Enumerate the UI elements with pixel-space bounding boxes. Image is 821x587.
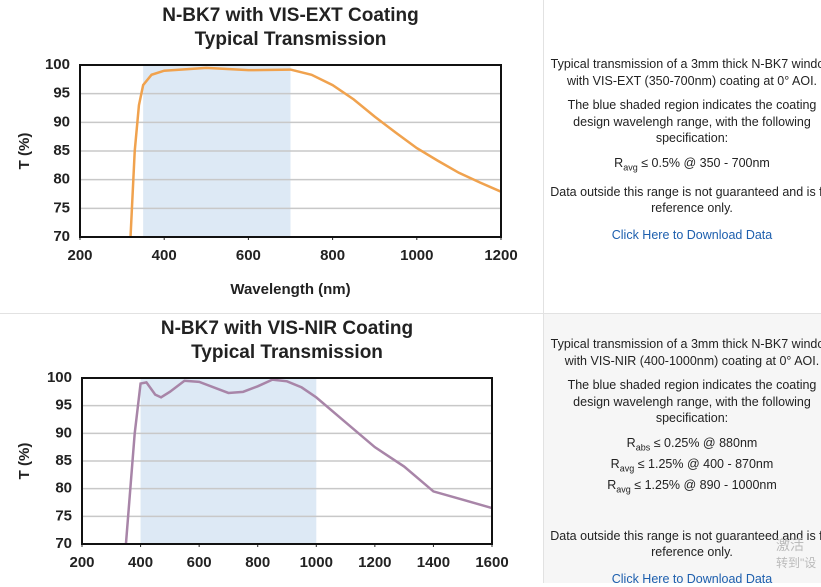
y-tick-label: 85	[55, 452, 72, 469]
y-tick-label: 70	[53, 228, 70, 245]
x-tick-label: 600	[187, 554, 212, 571]
x-tick-label: 200	[67, 247, 92, 264]
paragraph: Typical transmission of a 3mm thick N-BK…	[549, 56, 821, 89]
paragraph: Typical transmission of a 3mm thick N-BK…	[549, 336, 821, 369]
chart-title: N-BK7 with VIS-EXT Coating	[162, 5, 419, 26]
x-tick-label: 200	[69, 554, 94, 571]
spec-line: Ravg ≤ 1.25% @ 890 - 1000nm	[549, 477, 821, 498]
x-axis-label: Wavelength (nm)	[230, 281, 350, 298]
spec-symbol: R	[614, 156, 623, 170]
paragraph: The blue shaded region indicates the coa…	[549, 97, 821, 147]
spec-symbol: R	[611, 457, 620, 471]
spec-text: ≤ 1.25% @ 890 - 1000nm	[634, 478, 777, 492]
chart-title: N-BK7 with VIS-NIR Coating	[161, 318, 413, 339]
watermark-line: 转到"设	[776, 554, 816, 572]
spec-line: Rabs ≤ 0.25% @ 880nm	[549, 435, 821, 456]
description-panel: Typical transmission of a 3mm thick N-BK…	[543, 0, 821, 313]
spec-text: ≤ 0.5% @ 350 - 700nm	[641, 156, 770, 170]
download-link[interactable]: Click Here to Download Data	[549, 571, 821, 587]
note: Data outside this range is not guarantee…	[549, 184, 821, 217]
x-tick-label: 800	[245, 554, 270, 571]
spec-symbol: R	[627, 436, 636, 450]
x-tick-label: 400	[152, 247, 177, 264]
paragraph: The blue shaded region indicates the coa…	[549, 377, 821, 427]
y-tick-label: 100	[45, 56, 70, 73]
spec-line: Ravg ≤ 0.5% @ 350 - 700nm	[549, 155, 821, 176]
x-tick-label: 1000	[400, 247, 433, 264]
y-tick-label: 70	[55, 535, 72, 552]
x-tick-label: 1200	[484, 247, 517, 264]
y-tick-label: 80	[53, 171, 70, 188]
y-axis-label: T (%)	[16, 443, 33, 480]
specification: Ravg ≤ 0.5% @ 350 - 700nm	[549, 155, 821, 176]
x-tick-label: 1400	[417, 554, 450, 571]
spec-line: Ravg ≤ 1.25% @ 400 - 870nm	[549, 456, 821, 477]
y-tick-label: 95	[55, 397, 72, 414]
x-tick-label: 800	[320, 247, 345, 264]
x-tick-label: 1600	[475, 554, 508, 571]
x-tick-label: 600	[236, 247, 261, 264]
spec-subscript: avg	[620, 463, 635, 473]
x-tick-label: 400	[128, 554, 153, 571]
y-tick-label: 90	[55, 424, 72, 441]
spec-subscript: abs	[636, 442, 651, 452]
x-tick-label: 1000	[300, 554, 333, 571]
chart: N-BK7 with VIS-NIR Coating Typical Transm…	[0, 313, 543, 583]
y-tick-label: 75	[55, 507, 72, 524]
spec-text: ≤ 0.25% @ 880nm	[654, 436, 758, 450]
y-tick-label: 95	[53, 85, 70, 102]
watermark: 激活转到"设	[776, 536, 816, 572]
spec-text: ≤ 1.25% @ 400 - 870nm	[638, 457, 774, 471]
x-tick-label: 1200	[358, 554, 391, 571]
y-tick-label: 100	[47, 369, 72, 386]
spec-symbol: R	[607, 478, 616, 492]
y-tick-label: 85	[53, 142, 70, 159]
y-axis-label: T (%)	[16, 133, 33, 170]
spec-subscript: avg	[616, 484, 631, 494]
spec-subscript: avg	[623, 162, 638, 172]
download-link[interactable]: Click Here to Download Data	[549, 227, 821, 244]
chart-subtitle: Typical Transmission	[195, 29, 387, 50]
y-tick-label: 80	[55, 480, 72, 497]
y-tick-label: 90	[53, 113, 70, 130]
chart: N-BK7 with VIS-EXT Coating Typical Transm…	[0, 0, 543, 313]
chart-subtitle: Typical Transmission	[191, 342, 383, 363]
y-tick-label: 75	[53, 199, 70, 216]
watermark-line: 激活	[776, 536, 816, 554]
